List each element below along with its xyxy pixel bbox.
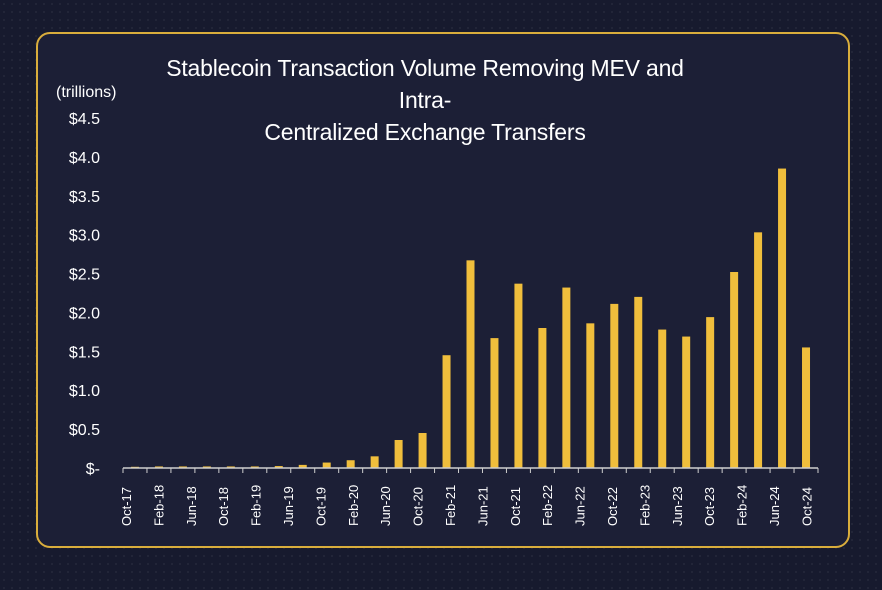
y-tick-label: $1.0 (69, 383, 100, 400)
x-tick-label: Oct-22 (605, 487, 620, 526)
chart-title-line-2: Centralized Exchange Transfers (264, 119, 586, 145)
bar (370, 456, 379, 468)
bar (442, 355, 451, 468)
x-tick-label: Oct-18 (216, 487, 231, 526)
bar (346, 460, 355, 468)
x-tick-label: Jun-19 (281, 486, 296, 526)
x-tick-label: Feb-22 (540, 485, 555, 526)
bar (322, 462, 331, 468)
x-tick-label: Feb-23 (637, 485, 652, 526)
bar (178, 466, 187, 468)
bar (298, 464, 307, 468)
bar (754, 232, 763, 468)
y-tick-label: $4.0 (69, 150, 100, 167)
x-tick-label: Oct-19 (313, 487, 328, 526)
bar (538, 328, 547, 468)
bar (202, 466, 211, 468)
x-tick-label: Jun-20 (378, 486, 393, 526)
y-tick-label: $3.5 (69, 189, 100, 206)
x-tick-label: Jun-24 (767, 486, 782, 526)
bar (802, 347, 811, 468)
bar (394, 440, 403, 468)
x-tick-label: Jun-22 (573, 486, 588, 526)
y-tick-label: $3.0 (69, 228, 100, 245)
x-tick-label: Feb-21 (443, 485, 458, 526)
bar (658, 329, 667, 468)
x-tick-label: Oct-21 (508, 487, 523, 526)
bar (562, 287, 571, 468)
x-tick-label: Feb-20 (346, 485, 361, 526)
y-tick-label: $0.5 (69, 422, 100, 439)
x-tick-label: Feb-19 (249, 485, 264, 526)
x-tick-label: Oct-20 (411, 487, 426, 526)
y-tick-label: $2.0 (69, 305, 100, 322)
bar (514, 283, 523, 468)
chart-title: Stablecoin Transaction Volume Removing M… (150, 52, 700, 148)
bar (730, 272, 739, 468)
bar (682, 336, 691, 468)
y-tick-label: $1.5 (69, 344, 100, 361)
bar (250, 466, 259, 468)
y-tick-label: $2.5 (69, 267, 100, 284)
bar (418, 433, 427, 468)
bar (778, 168, 787, 469)
bar (226, 466, 235, 468)
bar (634, 296, 643, 468)
bar (274, 466, 283, 468)
x-tick-label: Feb-24 (735, 485, 750, 526)
x-tick-label: Jun-21 (475, 486, 490, 526)
bar (466, 260, 475, 468)
bar (586, 323, 595, 468)
y-tick-label: $4.5 (69, 111, 100, 128)
bar (154, 466, 163, 468)
y-axis-unit-label: (trillions) (56, 84, 117, 101)
x-tick-label: Jun-23 (670, 486, 685, 526)
x-tick-label: Oct-24 (799, 487, 814, 526)
chart-title-line-1: Stablecoin Transaction Volume Removing M… (166, 55, 684, 113)
x-tick-label: Oct-17 (119, 487, 134, 526)
x-tick-label: Oct-23 (702, 487, 717, 526)
bar (706, 317, 715, 468)
bar (490, 338, 499, 468)
x-tick-label: Jun-18 (184, 486, 199, 526)
y-tick-label: $- (86, 461, 100, 478)
x-tick-label: Feb-18 (151, 485, 166, 526)
bar (610, 303, 619, 468)
